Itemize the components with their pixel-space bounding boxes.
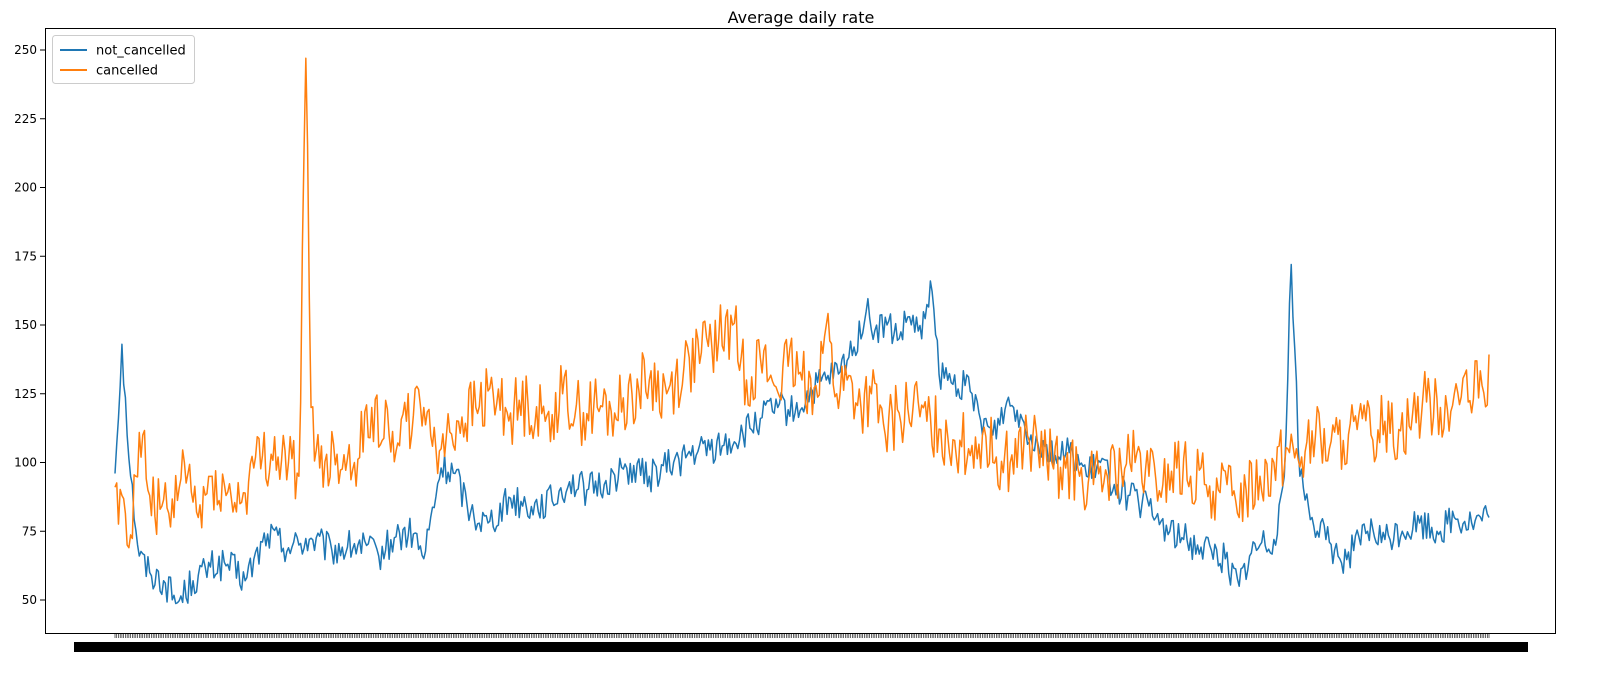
y-tick-label: 250 (14, 43, 37, 57)
series-line-cancelled (114, 57, 1490, 549)
series-lines (114, 57, 1490, 605)
x-tick-labels-overlapped (74, 642, 1528, 652)
y-tick-label: 175 (14, 249, 37, 263)
y-tick-label: 75 (22, 524, 37, 538)
y-tick-label: 225 (14, 112, 37, 126)
chart-title: Average daily rate (728, 8, 875, 27)
axis-ticks: 50 75 100 125 150 175 200 225 250 (14, 43, 45, 607)
y-tick-label: 100 (14, 456, 37, 470)
x-tick-marks (114, 633, 1490, 638)
legend-box (52, 35, 195, 84)
y-tick-label: 125 (14, 387, 37, 401)
y-tick-label: 200 (14, 181, 37, 195)
x-axis-ticks (74, 633, 1528, 652)
legend: not_cancelled cancelled (52, 35, 195, 84)
series-line-not-cancelled (114, 263, 1490, 605)
y-tick-label: 150 (14, 318, 37, 332)
y-tick-label: 50 (22, 593, 37, 607)
legend-label-not-cancelled: not_cancelled (96, 44, 186, 59)
plot-frame (45, 28, 1556, 634)
legend-label-cancelled: cancelled (96, 64, 158, 79)
